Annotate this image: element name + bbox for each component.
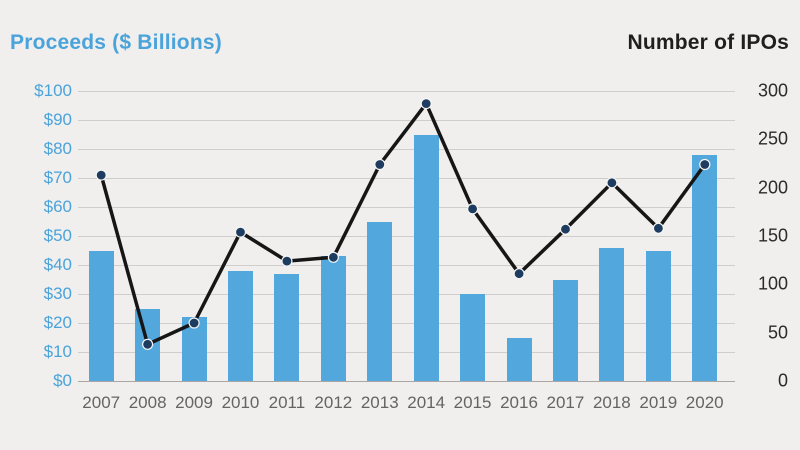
bar-column [403, 91, 449, 381]
x-axis-year-label: 2007 [82, 393, 121, 412]
ipo-line [99, 101, 707, 347]
ipo-line-dot [652, 222, 665, 234]
gridline [78, 149, 735, 150]
y-axis-left-label: $60 [43, 197, 72, 216]
x-axis-year-label: 2013 [360, 393, 399, 412]
y-axis-left-label: $70 [43, 168, 72, 187]
ipo-line-dot [281, 255, 293, 267]
ipo-line-dot [559, 223, 572, 235]
gridline [78, 91, 735, 92]
y-axis-left-label: $20 [43, 313, 72, 332]
y-axis-right-label: 300 [757, 80, 788, 101]
gridline [78, 120, 735, 121]
x-axis-year-label: 2010 [221, 393, 260, 412]
right-axis-title: Number of IPOs [627, 31, 789, 54]
ipo-line-dot [467, 203, 479, 215]
left-axis-title: Proceeds ($ Billions) [10, 31, 222, 54]
bar [274, 273, 300, 381]
y-axis-right-label: 150 [757, 225, 788, 246]
y-axis-right-label: 50 [767, 322, 788, 343]
x-axis-year-label: 2015 [453, 393, 492, 412]
x-axis-labels: 2007 2008 2009 2010 2011 2012 2013 2014 2015 2016… [78, 393, 728, 413]
gridline [78, 178, 735, 179]
bar [506, 337, 532, 381]
gridline [78, 207, 735, 208]
y-axis-right-label: 200 [757, 177, 788, 198]
bar-column [217, 91, 263, 381]
bar [367, 221, 393, 381]
bar [413, 134, 439, 381]
bar-column [681, 91, 727, 381]
bar [88, 250, 114, 381]
ipo-line-dot [188, 317, 200, 329]
gridline [78, 381, 735, 382]
x-axis-year-label: 2011 [268, 393, 306, 412]
bar [552, 279, 578, 381]
bar-column [310, 91, 356, 381]
bar-column [449, 91, 495, 381]
gridline [78, 352, 735, 353]
gridline [78, 294, 735, 295]
bar [227, 270, 253, 381]
x-axis-year-label: 2012 [314, 393, 353, 412]
y-axis-left-label: $50 [43, 226, 72, 245]
y-axis-right-label: 250 [757, 128, 788, 149]
bar-column [589, 91, 635, 381]
gridline [78, 265, 735, 266]
bar [692, 154, 718, 381]
x-axis-year-label: 2009 [175, 393, 213, 412]
y-axis-left-label: $90 [43, 110, 72, 129]
x-axis-year-label: 2018 [592, 393, 631, 412]
ipo-line-dot [374, 158, 386, 171]
bar [460, 294, 486, 381]
ipo-line-layer [95, 98, 711, 350]
gridline [78, 323, 735, 324]
x-axis-year-label: 2019 [639, 393, 678, 412]
y-axis-left-label: $100 [34, 81, 72, 100]
ipo-line-dot [420, 98, 432, 110]
bar-column [264, 91, 310, 381]
ipo-line-dot [141, 338, 154, 350]
bar-column [635, 91, 681, 381]
x-axis-year-label: 2016 [500, 393, 538, 412]
y-axis-left-label: $0 [53, 371, 72, 390]
x-axis-year-label: 2008 [128, 393, 167, 412]
x-axis-year-label: 2014 [407, 393, 446, 412]
ipo-line-dot [95, 169, 107, 181]
bar [645, 250, 671, 381]
y-axis-right-label: 0 [777, 370, 788, 391]
ipo-line-dot [606, 177, 618, 189]
bar-column [542, 91, 588, 381]
gridline [78, 236, 735, 237]
x-axis-year-label: 2017 [546, 393, 585, 412]
ipo-line-dot [327, 251, 339, 263]
bar [599, 247, 625, 381]
y-axis-left-label: $10 [43, 342, 72, 361]
plot-area [78, 91, 735, 382]
ipo-line-dot [513, 268, 525, 280]
x-axis-year-label: 2020 [685, 393, 724, 412]
bar-column [78, 91, 124, 381]
bar [320, 256, 346, 381]
y-axis-left-label: $30 [43, 284, 72, 303]
ipo-line-dot [699, 158, 711, 171]
y-axis-right-label: 100 [757, 273, 788, 294]
y-axis-left-label: $80 [43, 139, 72, 158]
ipo-line-dot [234, 226, 247, 238]
bar-column [357, 91, 403, 381]
y-axis-left-label: $40 [43, 255, 72, 274]
bars-layer [78, 91, 728, 381]
bar-column [496, 91, 542, 381]
